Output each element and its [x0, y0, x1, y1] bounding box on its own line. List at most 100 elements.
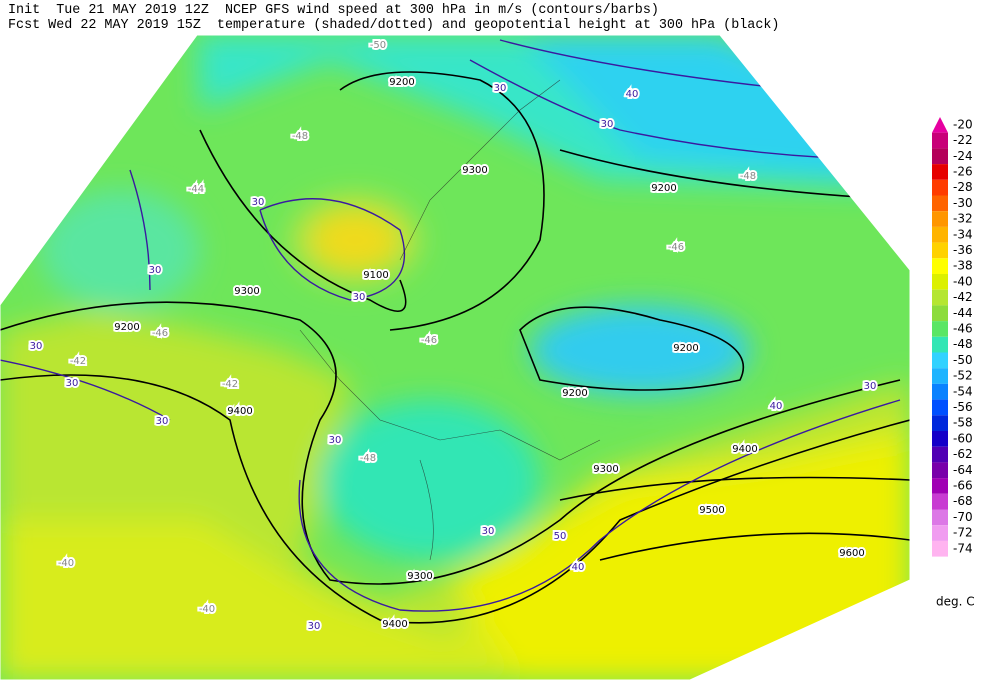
colorbar-swatch [932, 242, 948, 259]
temperature-label: -46 [668, 242, 684, 253]
wind-label: 40 [626, 89, 639, 100]
wind-label: 40 [572, 562, 585, 573]
colorbar-label: -48 [953, 337, 973, 351]
colorbar-label: -28 [953, 180, 973, 194]
colorbar-swatch [932, 195, 948, 212]
colorbar-label: -36 [953, 243, 973, 257]
wind-label: 30 [156, 416, 169, 427]
height-label: 9400 [732, 444, 757, 455]
height-label: 9400 [382, 619, 407, 630]
height-label: 9200 [651, 183, 676, 194]
colorbar-label: -46 [953, 321, 973, 335]
wind-label: 30 [329, 435, 342, 446]
colorbar-label: -70 [953, 510, 973, 524]
colorbar-swatch [932, 525, 948, 541]
colorbar-swatch [932, 336, 948, 353]
temperature-label: -40 [58, 558, 74, 569]
height-label: 9200 [562, 388, 587, 399]
colorbar-swatch [932, 415, 948, 431]
colorbar-swatch [932, 493, 948, 510]
colorbar-swatch [932, 164, 948, 180]
colorbar-label: -66 [953, 478, 973, 492]
wind-label: 30 [66, 378, 79, 389]
temperature-label: -46 [152, 328, 168, 339]
colorbar-swatch [932, 352, 948, 369]
colorbar-label: -20 [953, 117, 973, 131]
colorbar-swatch [932, 258, 948, 274]
height-label: 9200 [389, 77, 414, 88]
height-label: 9600 [839, 548, 864, 559]
height-label: 9500 [699, 505, 724, 516]
wind-label: 30 [353, 292, 366, 303]
height-label: 9300 [462, 165, 487, 176]
colorbar-label: -64 [953, 463, 973, 477]
height-label: 9100 [363, 270, 388, 281]
forecast-line: Fcst Wed 22 MAY 2019 15Z temperature (sh… [8, 18, 780, 33]
temperature-label: -50 [370, 40, 386, 51]
colorbar-swatch [932, 132, 948, 149]
temperature-label: -44 [188, 184, 204, 195]
wind-label: 30 [601, 119, 614, 130]
colorbar: -20-22-24-26-28-30-32-34-36-38-40-42-44-… [932, 117, 973, 557]
colorbar-label: -68 [953, 494, 973, 508]
colorbar-swatch [932, 274, 948, 290]
temperature-label: -48 [740, 171, 756, 182]
colorbar-swatch [932, 211, 948, 227]
colorbar-label: -32 [953, 212, 973, 226]
colorbar-swatch [932, 321, 948, 337]
colorbar-swatch [932, 399, 948, 416]
wind-label: 30 [149, 265, 162, 276]
colorbar-swatch [932, 478, 948, 494]
temperature-label: -46 [421, 335, 437, 346]
temperature-label: -40 [199, 604, 215, 615]
unit-label: deg. C [936, 595, 975, 609]
colorbar-label: -50 [953, 353, 973, 367]
colorbar-label: -38 [953, 259, 973, 273]
colorbar-label: -60 [953, 431, 973, 445]
colorbar-label: -44 [953, 306, 973, 320]
wind-label: 50 [554, 531, 567, 542]
colorbar-swatch [932, 289, 948, 306]
colorbar-label: -56 [953, 400, 973, 414]
colorbar-swatch [932, 540, 948, 557]
colorbar-swatch [932, 431, 948, 447]
colorbar-label: -24 [953, 149, 973, 163]
colorbar-label: -22 [953, 133, 973, 147]
height-label: 9200 [114, 322, 139, 333]
colorbar-label: -40 [953, 274, 973, 288]
colorbar-swatch [932, 179, 948, 196]
wind-label: 40 [770, 401, 783, 412]
wind-label: 30 [30, 341, 43, 352]
colorbar-label: -30 [953, 196, 973, 210]
colorbar-swatch [932, 509, 948, 526]
colorbar-label: -52 [953, 369, 973, 383]
colorbar-label: -62 [953, 447, 973, 461]
map-shading [0, 35, 910, 680]
height-label: 9200 [673, 343, 698, 354]
colorbar-swatch [932, 446, 948, 463]
init-line: Init Tue 21 MAY 2019 12Z NCEP GFS wind s… [8, 3, 659, 18]
height-label: 9300 [407, 571, 432, 582]
wind-label: 30 [482, 526, 495, 537]
colorbar-swatch [932, 148, 948, 165]
height-label: 9300 [234, 286, 259, 297]
colorbar-label: -26 [953, 164, 973, 178]
colorbar-swatch [932, 462, 948, 479]
colorbar-swatch [932, 305, 948, 322]
temperature-label: -48 [292, 131, 308, 142]
wind-label: 30 [308, 621, 321, 632]
wind-label: 30 [864, 381, 877, 392]
colorbar-label: -34 [953, 227, 973, 241]
temperature-label: -48 [360, 453, 376, 464]
colorbar-swatch [932, 383, 948, 400]
colorbar-label: -72 [953, 526, 973, 540]
height-label: 9400 [227, 406, 252, 417]
height-label: 9300 [593, 464, 618, 475]
wind-label: 30 [494, 83, 507, 94]
temperature-label: -42 [222, 379, 238, 390]
colorbar-arrow [932, 117, 948, 133]
temperature-label: -42 [70, 356, 86, 367]
colorbar-label: -58 [953, 416, 973, 430]
